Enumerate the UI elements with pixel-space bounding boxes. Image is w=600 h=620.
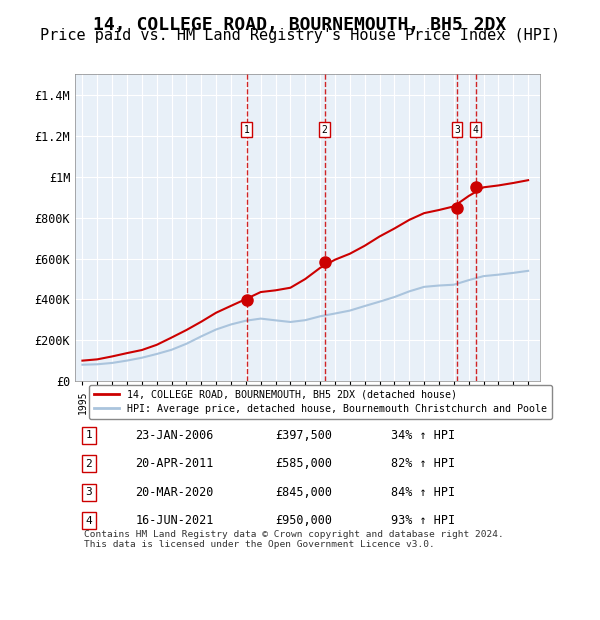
Text: 2: 2 — [86, 459, 92, 469]
Text: 23-JAN-2006: 23-JAN-2006 — [136, 428, 214, 441]
Text: 84% ↑ HPI: 84% ↑ HPI — [391, 485, 455, 498]
Text: 1: 1 — [86, 430, 92, 440]
Text: 4: 4 — [473, 125, 478, 135]
Text: £845,000: £845,000 — [275, 485, 332, 498]
Text: 3: 3 — [86, 487, 92, 497]
Text: 14, COLLEGE ROAD, BOURNEMOUTH, BH5 2DX: 14, COLLEGE ROAD, BOURNEMOUTH, BH5 2DX — [94, 16, 506, 33]
Text: 34% ↑ HPI: 34% ↑ HPI — [391, 428, 455, 441]
Text: £397,500: £397,500 — [275, 428, 332, 441]
Text: Contains HM Land Registry data © Crown copyright and database right 2024.
This d: Contains HM Land Registry data © Crown c… — [84, 530, 504, 549]
Text: £585,000: £585,000 — [275, 457, 332, 470]
Text: 1: 1 — [244, 125, 250, 135]
Text: 93% ↑ HPI: 93% ↑ HPI — [391, 514, 455, 527]
Text: 3: 3 — [454, 125, 460, 135]
Text: 16-JUN-2021: 16-JUN-2021 — [136, 514, 214, 527]
Text: £950,000: £950,000 — [275, 514, 332, 527]
Text: 82% ↑ HPI: 82% ↑ HPI — [391, 457, 455, 470]
Legend: 14, COLLEGE ROAD, BOURNEMOUTH, BH5 2DX (detached house), HPI: Average price, det: 14, COLLEGE ROAD, BOURNEMOUTH, BH5 2DX (… — [89, 385, 552, 418]
Text: 2: 2 — [322, 125, 328, 135]
Text: 20-MAR-2020: 20-MAR-2020 — [136, 485, 214, 498]
Text: Price paid vs. HM Land Registry's House Price Index (HPI): Price paid vs. HM Land Registry's House … — [40, 28, 560, 43]
Text: 4: 4 — [86, 516, 92, 526]
Text: 20-APR-2011: 20-APR-2011 — [136, 457, 214, 470]
